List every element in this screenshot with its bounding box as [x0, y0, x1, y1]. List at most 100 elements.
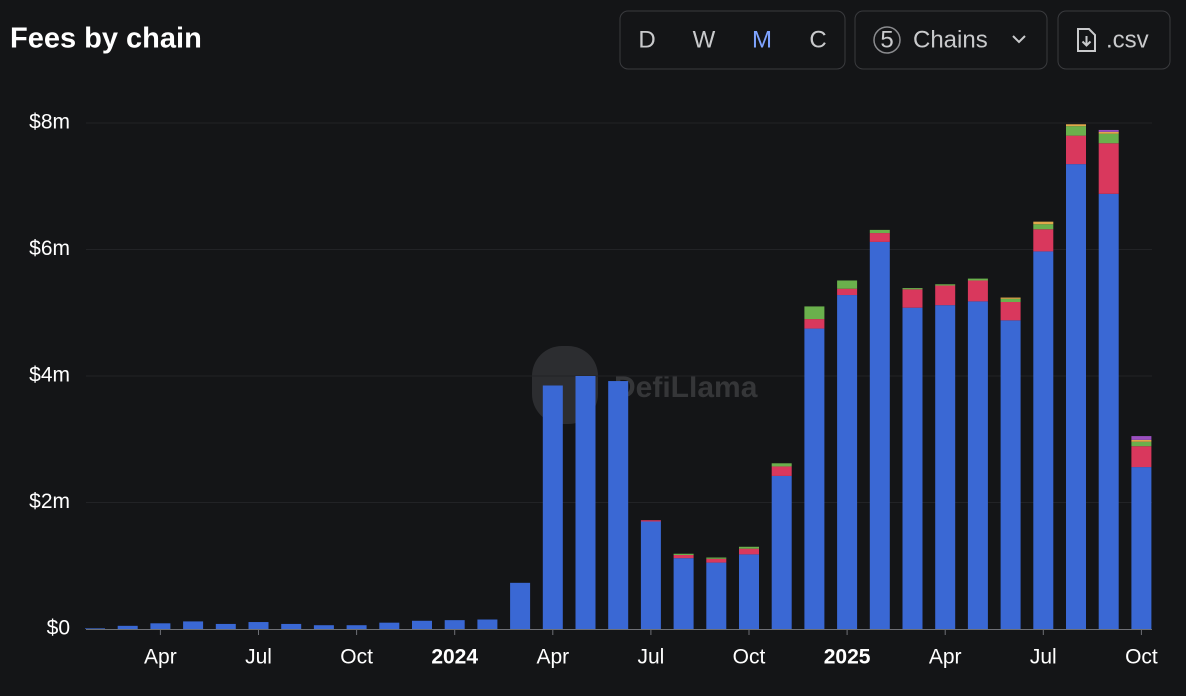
x-tick-label: 2025 [824, 646, 871, 669]
bar-segment [1033, 221, 1054, 225]
bar-segment [739, 546, 759, 549]
bar-segment [967, 278, 988, 281]
bar-segment [477, 619, 498, 629]
x-tick-label: Apr [929, 646, 962, 669]
bar-segment [771, 475, 792, 629]
bar-segment [640, 520, 661, 522]
bar-segment [1131, 439, 1152, 442]
csv-button[interactable] [1057, 10, 1171, 70]
bar-segment [150, 623, 171, 629]
bar-segment [1131, 441, 1152, 447]
bar-segment [771, 463, 792, 467]
bar-segment [804, 328, 825, 629]
bar-segment [837, 295, 858, 629]
bar-segment [248, 622, 269, 629]
bar-segment [902, 289, 923, 308]
x-tick-label: Jul [245, 646, 272, 669]
bar-segment [608, 381, 629, 629]
bar-segment [313, 625, 334, 629]
bar-segment [869, 229, 890, 234]
bar-segment [281, 623, 302, 629]
bar-segment [542, 385, 563, 629]
bar-segment [85, 628, 105, 629]
watermark: DefiLlama [532, 346, 758, 424]
interval-group [619, 10, 846, 70]
interval-button[interactable]: W [693, 26, 716, 53]
bar-segment [1033, 224, 1054, 230]
bar-segment [1000, 320, 1021, 629]
bar-segment [1131, 467, 1152, 629]
bar-segment [673, 553, 694, 555]
x-tick-label: 2024 [431, 646, 478, 669]
x-tick-label: Jul [637, 646, 664, 669]
x-tick-label: Oct [340, 646, 373, 669]
bar-segment [869, 233, 890, 242]
bar-segment [771, 466, 792, 476]
bar-segment [706, 562, 727, 629]
bar-segment [804, 306, 825, 320]
bar-segment [902, 307, 923, 629]
csv-label: .csv [1106, 26, 1149, 53]
csv-icon-arrow [1081, 36, 1092, 47]
bar-segment [1000, 298, 1021, 302]
x-tick-label: Jul [1030, 646, 1057, 669]
bar-segment [1033, 229, 1054, 252]
y-tick-label: $4m [29, 364, 70, 387]
x-tick-label: Apr [536, 646, 569, 669]
chains-dropdown[interactable] [854, 10, 1048, 70]
bar-segment [1066, 135, 1086, 165]
bar-segment [1033, 251, 1054, 629]
bar-segment [1098, 131, 1119, 134]
bar-segment [967, 301, 988, 629]
bar-segment [412, 620, 432, 629]
bar-segment [1098, 129, 1119, 132]
bar-segment [1066, 126, 1086, 136]
bar-segment [902, 288, 923, 290]
bar-segment [837, 280, 858, 289]
bar-segment [1098, 193, 1119, 629]
bar-segment [935, 305, 956, 629]
bar-segment [1098, 143, 1119, 194]
bar-segment [1000, 297, 1021, 299]
bar-segment [1098, 133, 1119, 144]
interval-button[interactable]: D [638, 26, 655, 53]
dropdown-caret [1012, 35, 1026, 44]
bar-segment [739, 548, 759, 555]
chains-label: Chains [913, 26, 988, 53]
csv-icon [1077, 28, 1096, 52]
bar-segment [804, 319, 825, 329]
y-tick-label: $2m [29, 490, 70, 513]
bar-segment [215, 623, 236, 629]
bar-segment [1066, 164, 1086, 630]
interval-button[interactable]: M [752, 26, 772, 53]
bar-segment [379, 622, 400, 629]
x-tick-label: Oct [733, 646, 766, 669]
bar-segment [117, 625, 138, 629]
chain-count-badge [873, 26, 901, 54]
bar-segment [1131, 436, 1152, 440]
bar-segment [444, 620, 465, 629]
y-tick-label: $0 [47, 617, 70, 640]
bar-segment [706, 557, 727, 559]
y-tick-label: $8m [29, 111, 70, 134]
x-tick-label: Oct [1125, 646, 1158, 669]
bar-segment [935, 285, 956, 306]
bar-segment [1131, 446, 1152, 468]
bar-segment [673, 558, 694, 629]
bar-segment [510, 582, 531, 629]
x-tick-label: Apr [144, 646, 177, 669]
chart-title: Fees by chain [10, 23, 202, 55]
bar-segment [837, 288, 858, 296]
bar-segment [1066, 124, 1086, 127]
bar-segment [575, 376, 596, 629]
y-tick-label: $6m [29, 237, 70, 260]
bar-segment [1000, 301, 1021, 321]
bar-segment [935, 284, 956, 286]
bar-segment [640, 521, 661, 629]
bar-segment [869, 241, 890, 629]
bar-segment [967, 280, 988, 302]
interval-button[interactable]: C [809, 26, 826, 53]
chain-count: 5 [880, 26, 893, 53]
